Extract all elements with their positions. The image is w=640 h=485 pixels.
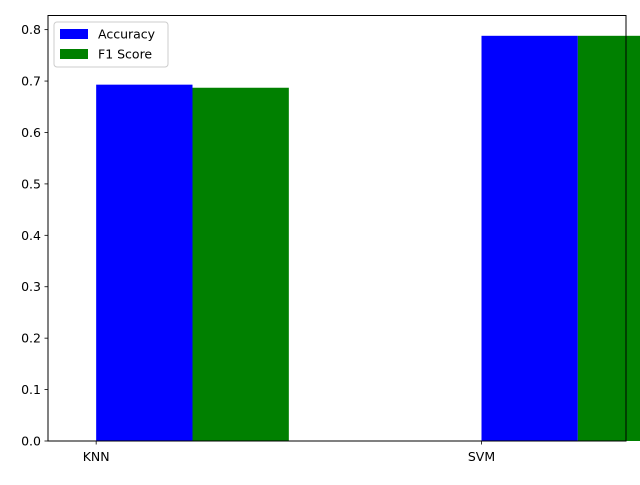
legend-label-f1-score: F1 Score [98,47,152,62]
legend: Accuracy F1 Score [53,21,169,68]
legend-swatch-accuracy [60,29,88,39]
y-tick-label: 0.5 [21,176,41,191]
y-tick-label: 0.7 [21,74,41,89]
bar-f1-score-svm [577,35,640,441]
y-tick-label: 0.8 [21,22,41,37]
plot-frame [47,15,627,442]
legend-swatch-f1-score [60,49,88,59]
bar-accuracy-svm [481,35,578,441]
y-tick-label: 0.0 [21,434,41,449]
y-tick-label: 0.1 [21,382,41,397]
bar-accuracy-knn [96,84,193,441]
y-tick-label: 0.6 [21,125,41,140]
x-tick-label-knn: KNN [83,449,110,464]
y-tick-label: 0.3 [21,279,41,294]
y-axis: 0.0 0.1 0.2 0.3 0.4 0.5 0.6 0.7 0.8 [21,22,48,449]
bar-f1-score-knn [192,87,289,441]
x-axis: KNN SVM [83,441,495,464]
legend-label-accuracy: Accuracy [98,27,156,42]
bars-group [96,35,640,441]
y-tick-label: 0.2 [21,331,41,346]
y-tick-label: 0.4 [21,228,41,243]
x-tick-label-svm: SVM [468,449,495,464]
